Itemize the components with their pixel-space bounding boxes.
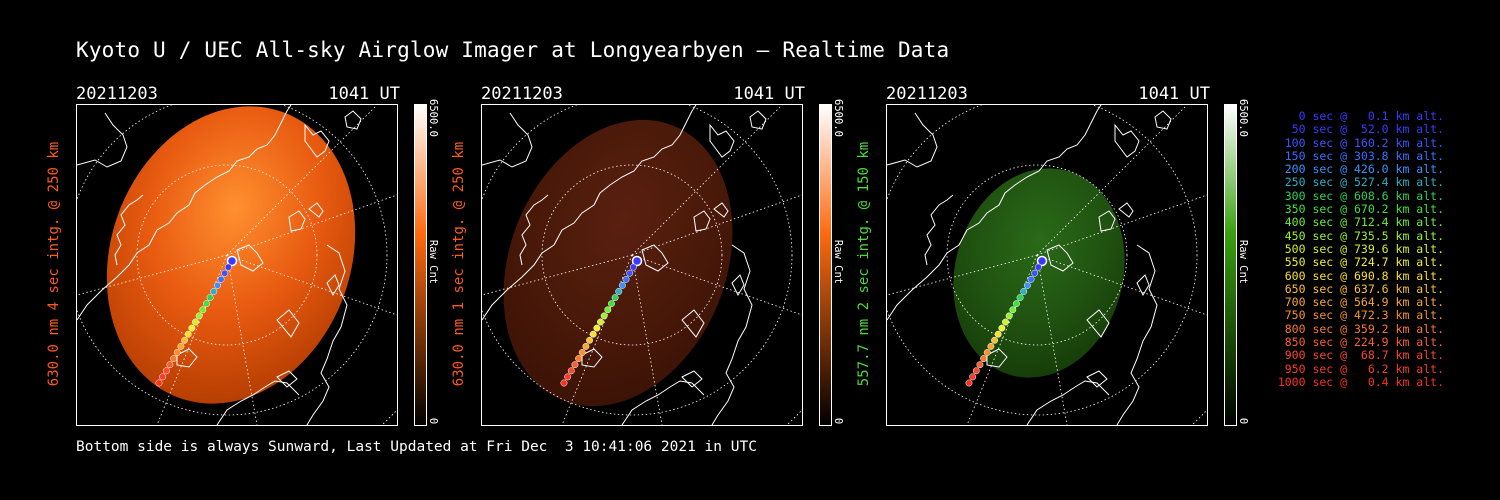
legend-entry: 500 sec @ 739.6 km alt. — [1284, 241, 1444, 256]
legend-entry: 200 sec @ 426.0 km alt. — [1284, 162, 1444, 177]
image-panel-3: 20211203 1041 UT 557.7 nm 2 sec intg. @ … — [856, 84, 1216, 428]
legend-entry: 450 sec @ 735.5 km alt. — [1284, 228, 1444, 243]
colorbar-3 — [1224, 104, 1237, 426]
legend-entry: 900 sec @ 68.7 km alt. — [1284, 348, 1444, 363]
legend-entry: 100 sec @ 160.2 km alt. — [1284, 135, 1444, 150]
legend-entry: 700 sec @ 564.9 km alt. — [1284, 295, 1444, 310]
panel-date: 20211203 — [886, 84, 968, 104]
footer-note: Bottom side is always Sunward, Last Upda… — [76, 439, 757, 455]
legend-entry: 350 sec @ 670.2 km alt. — [1284, 202, 1444, 217]
allsky-image — [886, 104, 1208, 426]
panel-time: 1041 UT — [1138, 84, 1210, 104]
image-panel-1: 20211203 1041 UT 630.0 nm 4 sec intg. @ … — [46, 84, 406, 428]
panel-date: 20211203 — [481, 84, 563, 104]
legend-entry: 50 sec @ 52.0 km alt. — [1291, 122, 1444, 137]
legend-entry: 300 sec @ 608.6 km alt. — [1284, 188, 1444, 203]
legend-entry: 950 sec @ 6.2 km alt. — [1284, 361, 1444, 376]
legend-entry: 550 sec @ 724.7 km alt. — [1284, 255, 1444, 270]
trajectory-legend: 0 sec @ 0.1 km alt. 50 sec @ 52.0 km alt.… — [1262, 109, 1444, 389]
legend-entry: 400 sec @ 712.4 km alt. — [1284, 215, 1444, 230]
panel-date: 20211203 — [76, 84, 158, 104]
legend-entry: 600 sec @ 690.8 km alt. — [1284, 268, 1444, 283]
legend-entry: 650 sec @ 637.6 km alt. — [1284, 281, 1444, 296]
panel-time: 1041 UT — [328, 84, 400, 104]
colorbar-2 — [819, 104, 832, 426]
legend-entry: 150 sec @ 303.8 km alt. — [1284, 148, 1444, 163]
image-panel-2: 20211203 1041 UT 630.0 nm 1 sec intg. @ … — [451, 84, 811, 428]
legend-entry: 850 sec @ 224.9 km alt. — [1284, 335, 1444, 350]
allsky-image — [481, 104, 803, 426]
legend-entry: 800 sec @ 359.2 km alt. — [1284, 321, 1444, 336]
allsky-image — [76, 104, 398, 426]
page-title: Kyoto U / UEC All-sky Airglow Imager at … — [76, 38, 950, 62]
panel-time: 1041 UT — [733, 84, 805, 104]
legend-entry: 1000 sec @ 0.4 km alt. — [1277, 374, 1444, 389]
legend-entry: 750 sec @ 472.3 km alt. — [1284, 308, 1444, 323]
legend-entry: 0 sec @ 0.1 km alt. — [1298, 109, 1444, 123]
legend-entry: 250 sec @ 527.4 km alt. — [1284, 175, 1444, 190]
colorbar-1 — [414, 104, 427, 426]
